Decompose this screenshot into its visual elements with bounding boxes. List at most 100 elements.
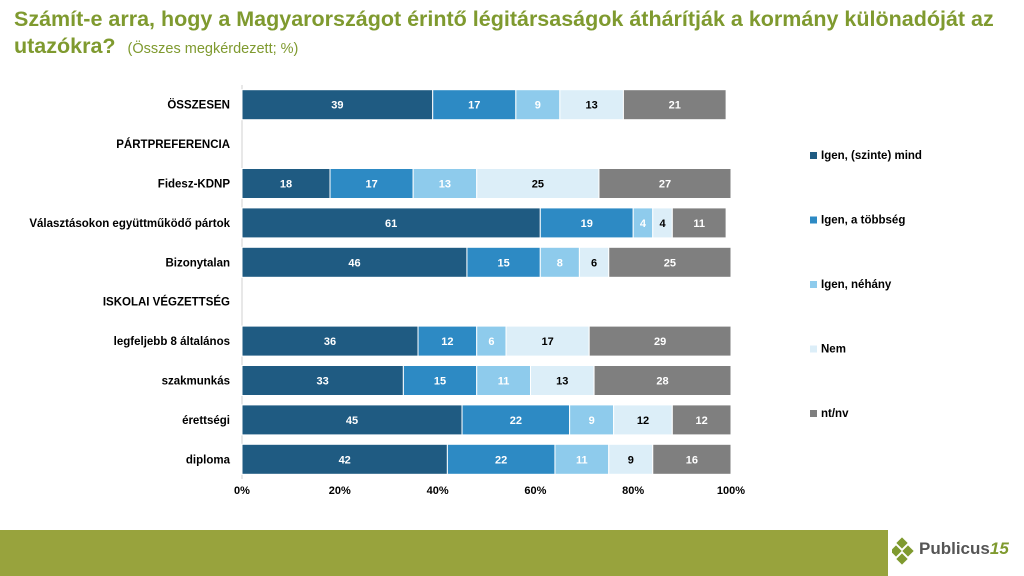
bar-segment [412,168,478,199]
bar-segment [593,365,732,396]
x-tick-label: 0% [234,485,250,497]
bar-segment [461,404,571,436]
bar-segment [241,404,463,436]
legend-label: Igen, néhány [821,279,892,291]
title-subtitle: (Összes megkérdezett; %) [127,41,299,57]
data-label: 27 [659,179,671,191]
data-label: 16 [686,454,698,466]
legend-swatch [810,216,817,224]
data-label: 21 [669,100,681,112]
data-label: 11 [693,218,705,230]
bar-segment [539,207,634,239]
data-label: 8 [557,257,563,269]
bar-segment [598,168,732,199]
data-label: 15 [434,376,446,388]
data-label: 18 [280,179,292,191]
bar-segment [588,325,732,357]
x-tick-label: 40% [427,485,449,497]
data-label: 28 [656,376,668,388]
data-label: 9 [589,415,595,427]
legend-label: Igen, (szinte) mind [821,150,922,162]
data-label: 25 [664,257,676,269]
logo-name: Publicus [919,539,990,558]
title-text: Számít-e arra, hogy a Magyarországot éri… [14,7,994,58]
data-label: 6 [488,336,494,348]
data-label: 45 [346,415,358,427]
data-label: 15 [497,257,509,269]
legend-label: nt/nv [821,408,849,420]
bar-segment [569,404,615,436]
bar-segment [241,365,404,396]
data-label: 22 [510,415,522,427]
data-label: 42 [339,454,351,466]
data-label: 17 [468,100,480,112]
bar-segment [241,168,331,199]
bar-segment [530,365,595,396]
data-label: 13 [439,179,451,191]
data-label: 46 [348,257,360,269]
data-label: 25 [532,179,544,191]
bar-segment [539,246,580,278]
chart-title: Számít-e arra, hogy a Magyarországot éri… [14,6,1014,63]
data-label: 13 [586,100,598,112]
bar-segment [241,89,434,121]
bar-segment [446,443,556,475]
category-label: ÖSSZESEN [167,99,230,112]
legend-swatch [810,410,817,417]
data-label: 22 [495,454,507,466]
data-label: 12 [637,415,649,427]
bar-segment [241,325,419,357]
bar-segment [622,89,727,121]
data-label: 9 [628,454,634,466]
bar-segment [241,207,541,239]
data-label: 17 [365,179,377,191]
data-label: 17 [542,336,554,348]
category-label: legfeljebb 8 általános [114,336,230,348]
legend-swatch [810,345,817,353]
category-header-label: PÁRTPREFERENCIA [116,138,230,151]
data-label: 33 [317,376,329,388]
bar-segment [559,89,624,121]
bar-segment [476,365,532,396]
category-label: Bizonytalan [165,257,230,269]
data-label: 36 [324,336,336,348]
legend-swatch [810,281,817,288]
data-label: 39 [331,100,343,112]
data-label: 9 [535,100,541,112]
legend-swatch [810,152,817,159]
bar-segment [402,365,478,396]
logo-number: 15 [989,539,1009,558]
category-label: szakmunkás [162,376,230,388]
bar-segment [671,404,732,436]
bar-segment [466,246,541,278]
data-label: 4 [640,218,647,230]
x-tick-label: 100% [717,485,745,497]
publicus-logo-text: Publicus15 [919,539,1009,559]
legend-label: Nem [821,344,846,356]
bar-segment [671,207,727,239]
x-tick-label: 60% [524,485,546,497]
data-label: 12 [696,415,708,427]
category-label: érettségi [182,415,230,427]
bar-segment [329,168,414,199]
x-tick-label: 20% [329,485,351,497]
category-label: Választásokon együttműködő pártok [29,218,230,230]
category-label: Fidesz-KDNP [158,179,231,191]
data-label: 4 [659,218,666,230]
bar-segment [554,443,610,475]
data-label: 6 [591,257,597,269]
x-tick-label: 80% [622,485,644,497]
footer-bar [0,530,888,576]
data-label: 29 [654,336,666,348]
publicus-logo-icon [892,537,914,565]
data-label: 12 [441,336,453,348]
bar-segment [505,325,590,357]
bar-segment [652,443,732,475]
bar-segment [241,443,448,475]
category-label: diploma [186,454,231,466]
bar-segment [608,246,732,278]
bar-segment [476,325,507,357]
legend-label: Igen, a többség [821,215,905,227]
data-label: 11 [576,454,588,466]
data-label: 11 [498,376,510,388]
